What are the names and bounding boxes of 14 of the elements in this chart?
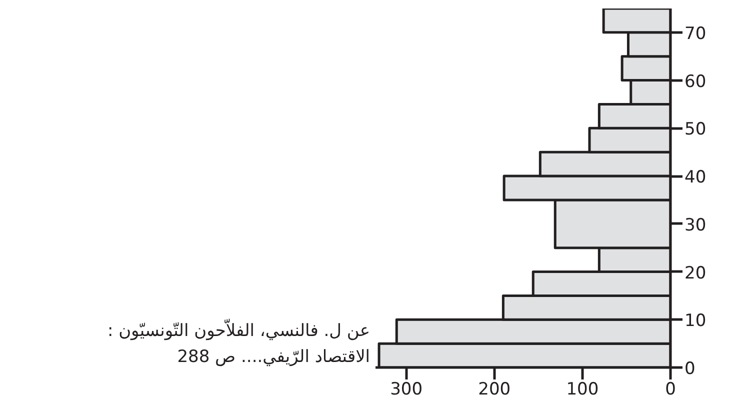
y-tick-label: 30: [684, 215, 706, 236]
y-tick-label: 10: [684, 311, 706, 332]
text: عن ل. فالنسي، الفلاّحون التّونسيّون :: [107, 318, 370, 343]
y-tick-label: 40: [684, 168, 706, 188]
x-tick-label: 300: [390, 380, 423, 400]
x-tick-label: 100: [566, 380, 599, 400]
y-tick-label: 70: [684, 24, 706, 44]
y-tick-label: 0: [684, 359, 696, 379]
text: الاقتصاد الرّيفي.... ص 288: [176, 346, 370, 370]
x-tick-label: 200: [478, 380, 511, 400]
y-tick-label: 50: [684, 120, 706, 140]
y-tick-label: 20: [684, 263, 706, 284]
x-tick-label: 0: [665, 380, 676, 400]
y-tick-label: 60: [684, 72, 706, 92]
